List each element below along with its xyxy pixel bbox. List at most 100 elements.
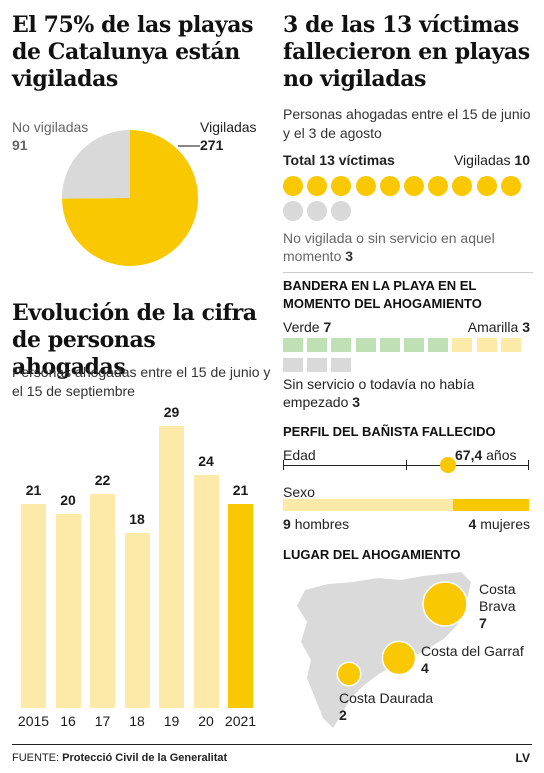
- garraf-value: 4: [421, 660, 429, 676]
- footer-rule: [12, 744, 532, 745]
- garraf-label: Costa del Garraf 4: [421, 643, 524, 677]
- bar-title: Evolución de la cifra de personas ahogad…: [12, 300, 257, 380]
- flag-green: Verde 7: [283, 318, 331, 336]
- profile-title: PERFIL DEL BAÑISTA FALLECIDO: [283, 424, 496, 439]
- daurada-label: Costa Daurada 2: [339, 690, 433, 724]
- sex-bar: [283, 499, 529, 511]
- age-readout: 67,4 años: [455, 446, 517, 464]
- source-label: FUENTE:: [12, 752, 60, 764]
- flag-cell-yellow: [500, 338, 521, 352]
- garraf-name: Costa del Garraf: [421, 643, 524, 659]
- bar-tick-18: 18: [129, 713, 145, 729]
- flag-cell-green: [404, 338, 424, 352]
- victim-dot-monitored: [404, 176, 424, 196]
- catalunya-map: [297, 572, 471, 728]
- bar-16: [55, 513, 81, 708]
- age-tick-mid: [406, 460, 407, 470]
- bar-19: [159, 426, 184, 708]
- victim-dot-monitored: [307, 176, 328, 196]
- age-value: 67,4: [455, 447, 483, 463]
- bar-subtitle: Personas ahogadas entre el 15 de junio y…: [12, 364, 271, 399]
- flag-yellow-label: Amarilla: [467, 319, 519, 335]
- flag-cell-none: [331, 358, 352, 372]
- bar-value-20: 24: [198, 452, 214, 469]
- sex-bar-women: [453, 499, 529, 511]
- brava-name-1: Costa: [479, 581, 516, 597]
- flag-cell-none: [307, 358, 328, 372]
- bar-value-2021: 21: [232, 481, 249, 498]
- age-tick-start: [283, 460, 284, 470]
- victim-dot-unmonitored: [331, 201, 352, 221]
- victim-dot-monitored: [428, 176, 449, 196]
- bar-tick-17: 17: [94, 713, 111, 729]
- flag-cell-green: [355, 338, 376, 352]
- bar-value-17: 22: [94, 472, 111, 489]
- victims-title: 3 de las 13 víctimas fallecieron en play…: [283, 12, 530, 92]
- brava-value: 7: [479, 615, 487, 631]
- age-marker: [440, 457, 456, 473]
- sex-women: 4 mujeres: [469, 515, 530, 533]
- flag-cell-green: [307, 338, 328, 352]
- daurada-name: Costa Daurada: [339, 690, 434, 706]
- flag-cell-yellow: [476, 338, 497, 352]
- victim-dot-monitored: [500, 176, 521, 196]
- men-value: 9: [283, 516, 291, 532]
- bubble-costa-daurada: [336, 661, 362, 687]
- flag-cell-green: [428, 338, 449, 352]
- bubble-costa-brava: [422, 581, 468, 627]
- victim-dot-monitored: [355, 176, 376, 196]
- flag-cell-none: [283, 358, 303, 372]
- age-unit: años: [486, 447, 517, 463]
- flag-green-label: Verde: [283, 319, 320, 335]
- victim-dot-monitored: [452, 176, 473, 196]
- flag-none-label: Sin servicio o todavía no había empezado: [283, 376, 475, 410]
- sex-bar-men: [283, 499, 454, 511]
- victims-unmonitored: No vigilada o sin servicio en aquel mome…: [283, 229, 533, 265]
- victims-unmonitored-label: No vigilada o sin servicio en aquel mome…: [283, 230, 495, 264]
- bar-17: [90, 494, 115, 708]
- flag-cell-green: [331, 338, 352, 352]
- victims-monitored: Vigiladas 10: [454, 151, 530, 169]
- bar-value-18: 18: [129, 510, 145, 527]
- victims-monitored-value: 10: [514, 152, 530, 168]
- footer-source: FUENTE: Protecció Civil de la Generalita…: [12, 752, 227, 764]
- not-monitored-value: 91: [12, 137, 28, 153]
- flag-title: BANDERA EN LA PLAYA EN EL MOMENTO DEL AH…: [283, 278, 482, 311]
- bar-2015: [21, 503, 46, 708]
- brava-name-2: Brava: [479, 598, 516, 614]
- flag-cell-green: [283, 338, 303, 352]
- pie-label-not-monitored: No vigiladas 91: [12, 118, 102, 154]
- bar-tick-2021: 2021: [224, 713, 257, 729]
- total-victims-label: Total 13 víctimas: [283, 152, 395, 168]
- victim-dot-unmonitored: [307, 201, 328, 221]
- bar-value-16: 20: [60, 491, 76, 508]
- bar-2021: [228, 503, 253, 708]
- men-label: hombres: [294, 516, 350, 532]
- pie-title: El 75% de las playas de Catalunya están …: [12, 12, 254, 92]
- brava-label: Costa Brava 7: [479, 581, 516, 632]
- victim-dot-monitored: [476, 176, 497, 196]
- women-value: 4: [468, 516, 477, 532]
- bar-chart: 21 2015 20 16 22 17 18 18 29 19 24 20 21 2021: [0, 400, 280, 740]
- victim-dot-unmonitored: [283, 201, 303, 221]
- bar-value-19: 29: [163, 404, 180, 420]
- pie-chart: [62, 130, 200, 266]
- monitored-label: Vigiladas: [200, 119, 257, 135]
- source-text: Protecció Civil de la Generalitat: [62, 752, 228, 764]
- women-label: mujeres: [480, 516, 530, 532]
- pie-slice-not-monitored: [62, 130, 130, 199]
- sex-men: 9 hombres: [283, 515, 349, 533]
- flag-green-value: 7: [323, 319, 332, 335]
- flag-cell-yellow: [452, 338, 473, 352]
- bar-tick-2015: 2015: [17, 713, 50, 729]
- flag-yellow: Amarilla 3: [468, 318, 530, 336]
- bar-tick-20: 20: [198, 713, 214, 729]
- bar-tick-16: 16: [60, 713, 76, 729]
- flag-cell-green: [379, 338, 400, 352]
- bar-20: [193, 474, 219, 708]
- sex-label: Sexo: [283, 484, 315, 500]
- bubble-costa-garraf: [381, 640, 417, 676]
- victim-dots: [283, 176, 533, 226]
- age-tick-end: [528, 460, 529, 470]
- flag-cells: [283, 338, 533, 374]
